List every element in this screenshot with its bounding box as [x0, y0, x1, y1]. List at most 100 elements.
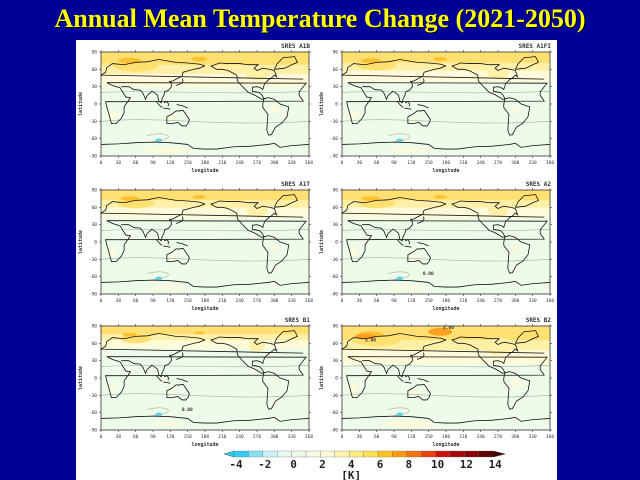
- contour-line: [100, 90, 310, 94]
- y-tick-label: 30: [92, 222, 98, 228]
- x-tick-label: 360: [546, 298, 554, 304]
- x-tick-label: 300: [270, 298, 278, 304]
- x-tick-label: 270: [494, 434, 502, 440]
- coastline: [166, 109, 190, 127]
- coastline: [362, 339, 447, 378]
- warming-region: [246, 203, 268, 217]
- y-axis-label: latitude: [319, 230, 325, 254]
- x-tick-label: 240: [236, 160, 244, 166]
- map-svg: 0 30 60 90 120 150 180 210 240 270 300 330 360906030…: [78, 188, 313, 313]
- y-tick-label: 0: [335, 240, 338, 246]
- map-panel-b2: 5.00 5.00 0 30 60 90 120 150 180 210 240 270 300 330 3…: [317, 314, 557, 450]
- y-axis-label: latitude: [78, 230, 84, 254]
- map-svg: 0 30 60 90 120 150 180 210 240 270 300 330 360906030…: [319, 50, 554, 175]
- coastline: [273, 330, 298, 344]
- warming-region: [428, 327, 453, 336]
- warming-region: [487, 203, 509, 217]
- warming-region: [349, 249, 358, 256]
- x-tick-label: 60: [133, 434, 139, 440]
- y-axis-label: latitude: [319, 92, 325, 116]
- warming-region: [270, 106, 278, 114]
- x-tick-label: 120: [166, 160, 174, 166]
- x-axis-label: longitude: [432, 306, 459, 312]
- warming-region: [388, 148, 429, 153]
- x-tick-label: 300: [270, 160, 278, 166]
- y-tick-label: -30: [89, 119, 97, 125]
- warming-region: [511, 379, 520, 388]
- coastline: [451, 200, 519, 238]
- warming-band: [342, 52, 550, 63]
- warming-region: [383, 421, 434, 427]
- coastline: [451, 336, 519, 374]
- contour-line: [388, 133, 410, 142]
- contour-line: [147, 133, 169, 142]
- coastline: [341, 279, 551, 288]
- coastline: [362, 203, 447, 242]
- colorbar-tick-label: 10: [431, 458, 444, 471]
- coastline: [340, 333, 545, 354]
- coastline: [176, 104, 188, 109]
- map-svg: 0.000 30 60 90 120 150 180 210 240 270 300 330 36090…: [319, 188, 554, 313]
- contour-line: [100, 393, 310, 398]
- colorbar-segment: [262, 450, 278, 458]
- x-tick-label: 120: [407, 298, 415, 304]
- map-svg: 5.005.000 30 60 90 120 150 180 210 240 270 300 330 3…: [319, 324, 554, 449]
- coastline: [416, 78, 425, 86]
- coastline: [407, 383, 431, 401]
- contour-line: [100, 119, 310, 124]
- x-tick-label: 300: [511, 434, 519, 440]
- y-tick-label: 90: [333, 324, 339, 330]
- x-tick-label: 360: [546, 434, 554, 440]
- coastline: [100, 141, 310, 150]
- coastline: [210, 200, 278, 238]
- x-tick-label: 90: [391, 298, 397, 304]
- colorbar-segment: [435, 450, 451, 458]
- coastline: [262, 97, 290, 136]
- colorbar-segment: [406, 450, 422, 458]
- y-tick-label: -30: [89, 257, 97, 263]
- colorbar-tick-label: 0: [290, 458, 297, 471]
- coastline: [417, 104, 429, 109]
- coastline: [396, 100, 404, 108]
- x-tick-label: 90: [391, 434, 397, 440]
- coastline: [121, 65, 206, 104]
- x-tick-label: 330: [288, 298, 296, 304]
- warming-region: [361, 196, 381, 201]
- warming-region: [152, 422, 183, 426]
- colorbar-segment: [291, 450, 307, 458]
- coastline: [163, 245, 171, 248]
- contour-label: 0.00: [423, 271, 434, 277]
- warming-region: [118, 57, 142, 64]
- x-tick-label: 0: [100, 434, 103, 440]
- coastline: [341, 141, 551, 150]
- coastline: [396, 238, 404, 246]
- colorbar-segment: [277, 450, 292, 458]
- y-tick-label: 90: [333, 188, 339, 194]
- colorbar-segment: [320, 450, 335, 458]
- coastline: [175, 78, 184, 86]
- x-tick-label: 60: [374, 160, 380, 166]
- map-svg: 0 30 60 90 120 150 180 210 240 270 300 330 360906030…: [78, 50, 313, 175]
- coastline: [404, 239, 411, 245]
- contour-line: [341, 257, 551, 262]
- coastline: [407, 109, 431, 127]
- scenario-label: SRES A1T: [281, 181, 310, 188]
- colorbar-unit-label: [K]: [341, 469, 361, 480]
- warming-region: [170, 390, 177, 394]
- x-tick-label: 0: [341, 298, 344, 304]
- x-axis-label: longitude: [191, 168, 218, 174]
- coastline: [362, 65, 447, 104]
- figure-panel: 0 30 60 90 120 150 180 210 240 270 300 330 360 90 60 30…: [76, 40, 557, 480]
- coastline: [155, 238, 163, 246]
- warming-region: [484, 337, 512, 356]
- coastline: [396, 374, 404, 382]
- map-panel-a1t: 0 30 60 90 120 150 180 210 240 270 300 330 360 90 60 30…: [76, 178, 316, 314]
- colorbar: -4 -2 0 2 4 6 8 10 12 14 [K]: [223, 450, 506, 480]
- warming-band: [101, 190, 309, 201]
- y-tick-label: 30: [333, 222, 339, 228]
- x-tick-label: 60: [133, 160, 139, 166]
- x-tick-label: 0: [341, 434, 344, 440]
- y-tick-label: 60: [333, 205, 339, 211]
- page-title: Annual Mean Temperature Change (2021-205…: [54, 4, 586, 33]
- coastline: [176, 242, 188, 247]
